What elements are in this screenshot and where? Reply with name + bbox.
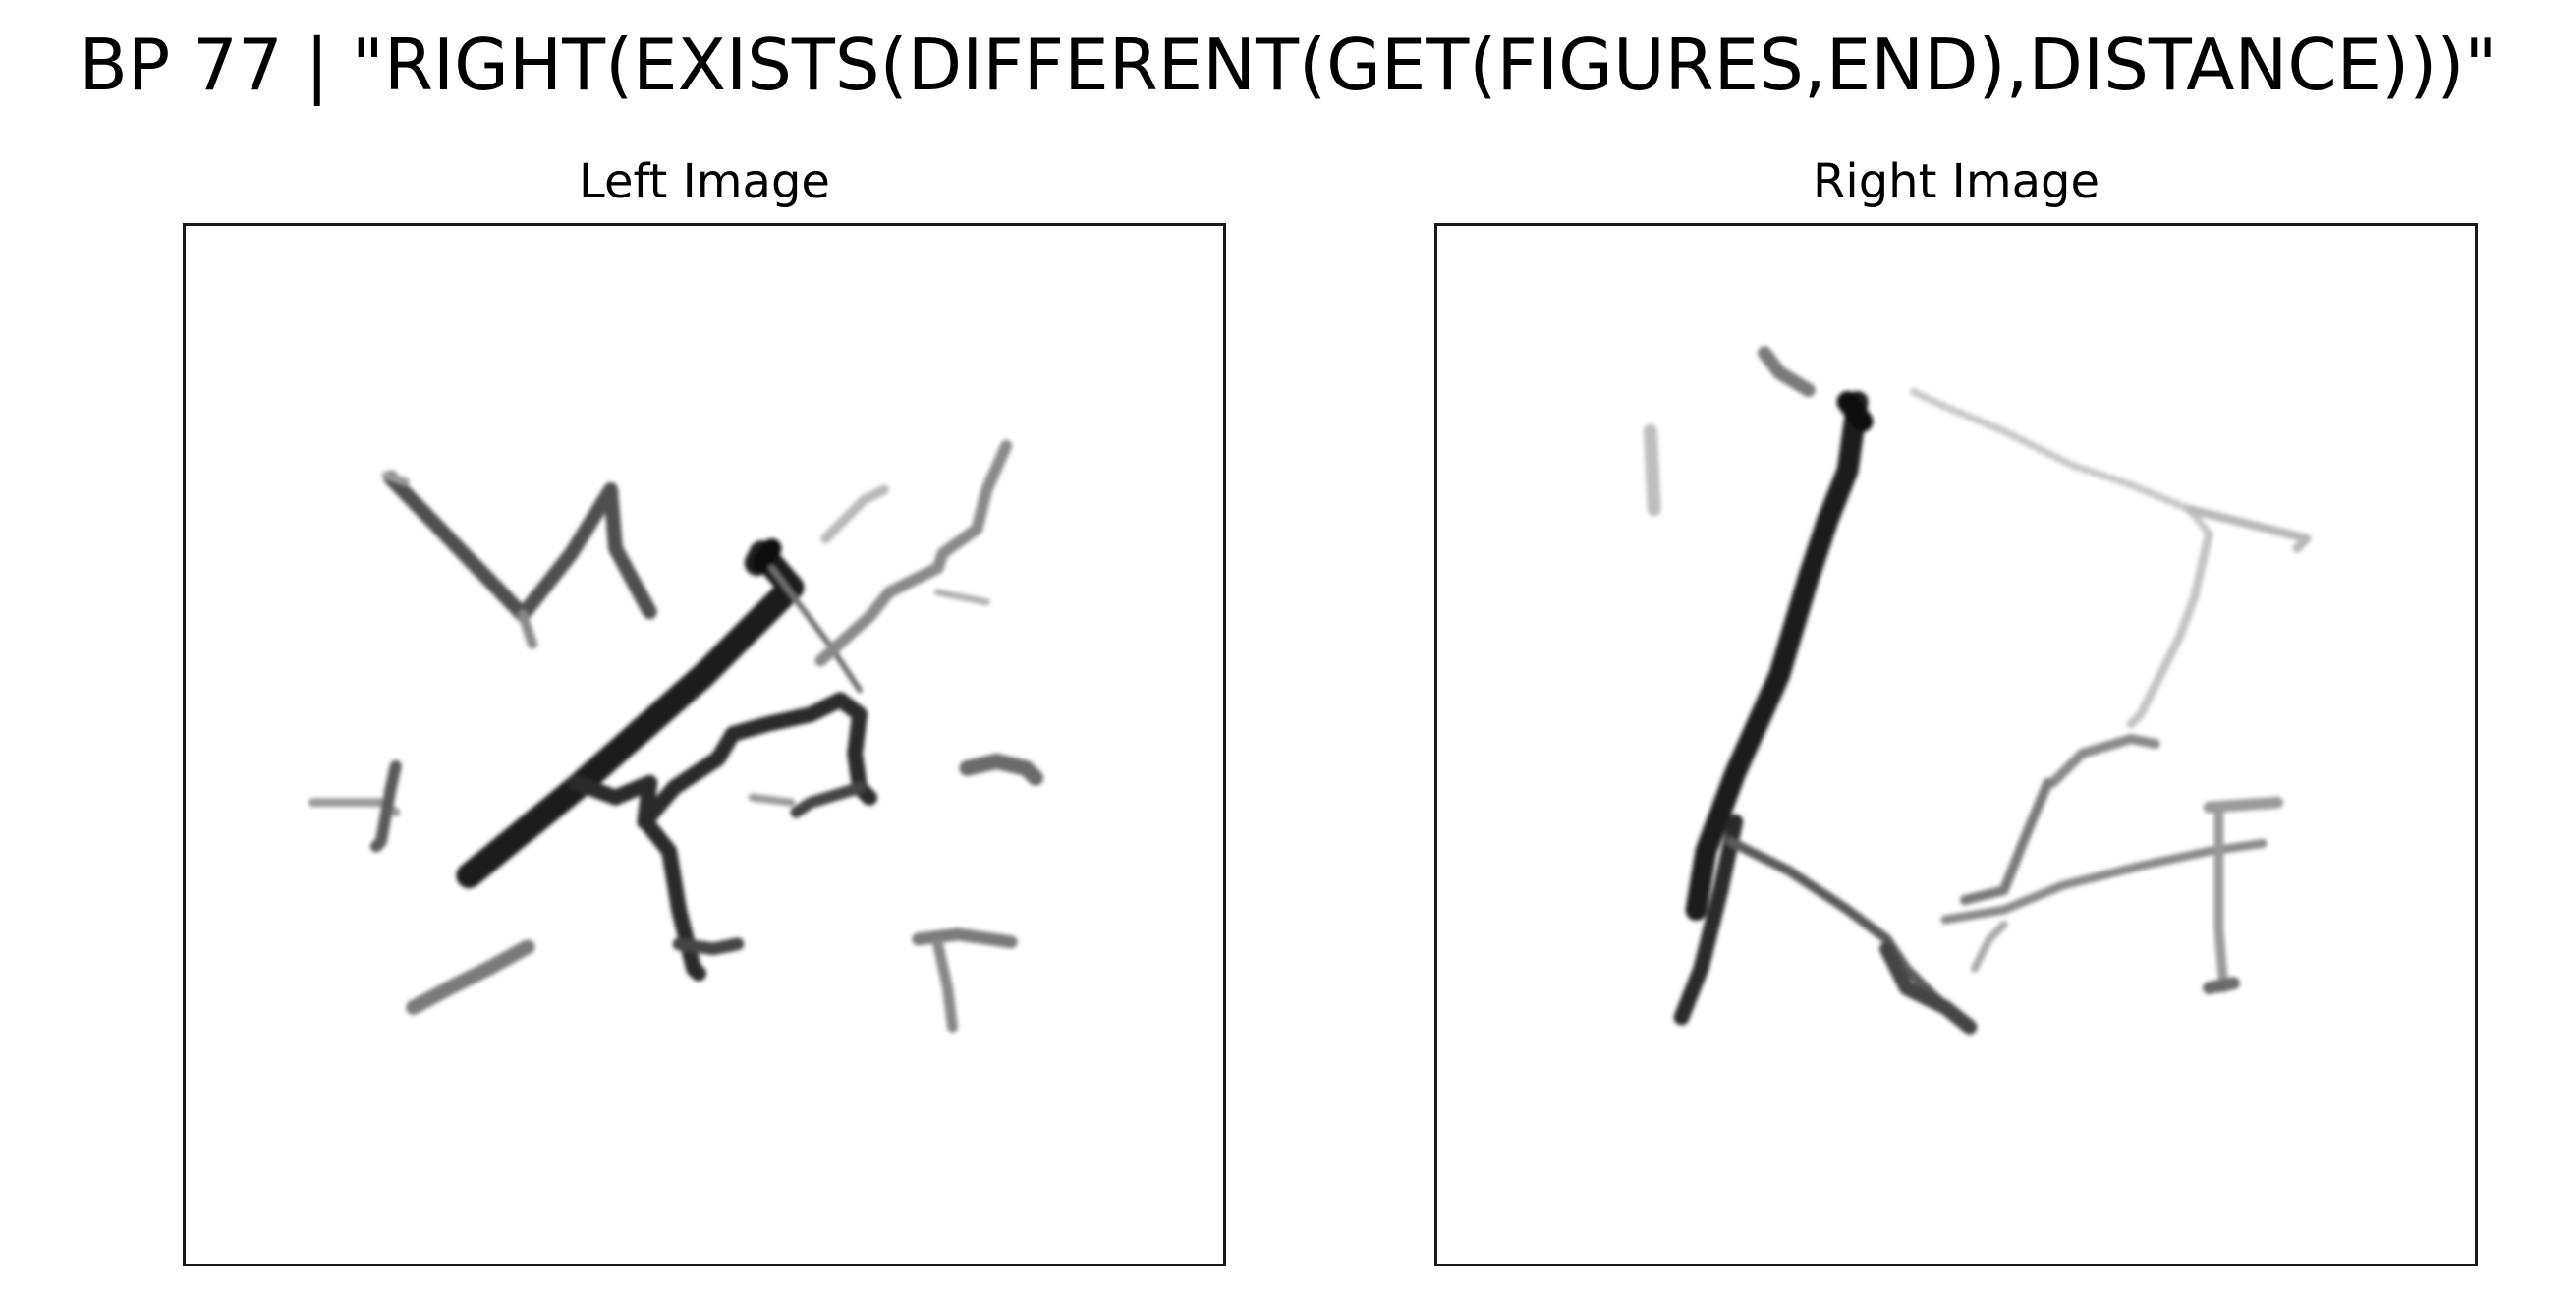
lower-right-t-stem [932,938,959,1033]
thin-connector-stroke [768,565,864,694]
right-image-drawing [1643,346,2312,1035]
faint-tick-stroke [934,589,990,606]
right-t-foot [2203,977,2240,995]
dark-head-knob [1836,391,1874,432]
left-faint-dash [1643,423,1661,517]
right-descending-stroke [2126,529,2214,729]
middle-squiggle-stroke [568,692,878,830]
stem-foot [672,937,745,956]
lower-right-t-stroke [912,927,1018,949]
diagonal-knob [752,538,782,573]
faint-upper-stroke [814,439,1013,667]
right-t-stem-stroke [2213,802,2229,993]
long-dark-stroke [1685,391,1869,921]
dark-lower-stroke [1673,814,1744,1026]
mid-right-stroke [2047,734,2160,788]
zigzag-tip [381,471,410,486]
hanging-stem-stroke [642,818,706,982]
squiggle-hook [790,781,867,818]
zigzag-stroke [383,471,657,623]
left-t-stem [369,759,402,853]
squiggle-stub [748,793,796,807]
faint-short-stroke [820,484,889,544]
mid-connector-stroke [1959,777,2053,906]
figure-title: BP 77 | "RIGHT(EXISTS(DIFFERENT(GET(FIGU… [79,24,2497,106]
lower-left-stroke [406,939,535,1015]
left-image-panel [183,223,1226,1266]
lower-cluster-stroke [1878,941,1978,1035]
top-faint-line [1910,388,2213,538]
left-image-title: Left Image [579,154,830,209]
right-image-panel [1434,223,2478,1266]
top-blob-stroke [1758,346,1816,398]
right-blob-stroke [959,753,1044,786]
zigzag-tail [518,609,537,649]
top-right-branch [2185,504,2312,553]
left-image-drawing [308,439,1044,1033]
lower-center-dash [1970,920,2008,973]
right-image-title: Right Image [1813,154,2100,209]
